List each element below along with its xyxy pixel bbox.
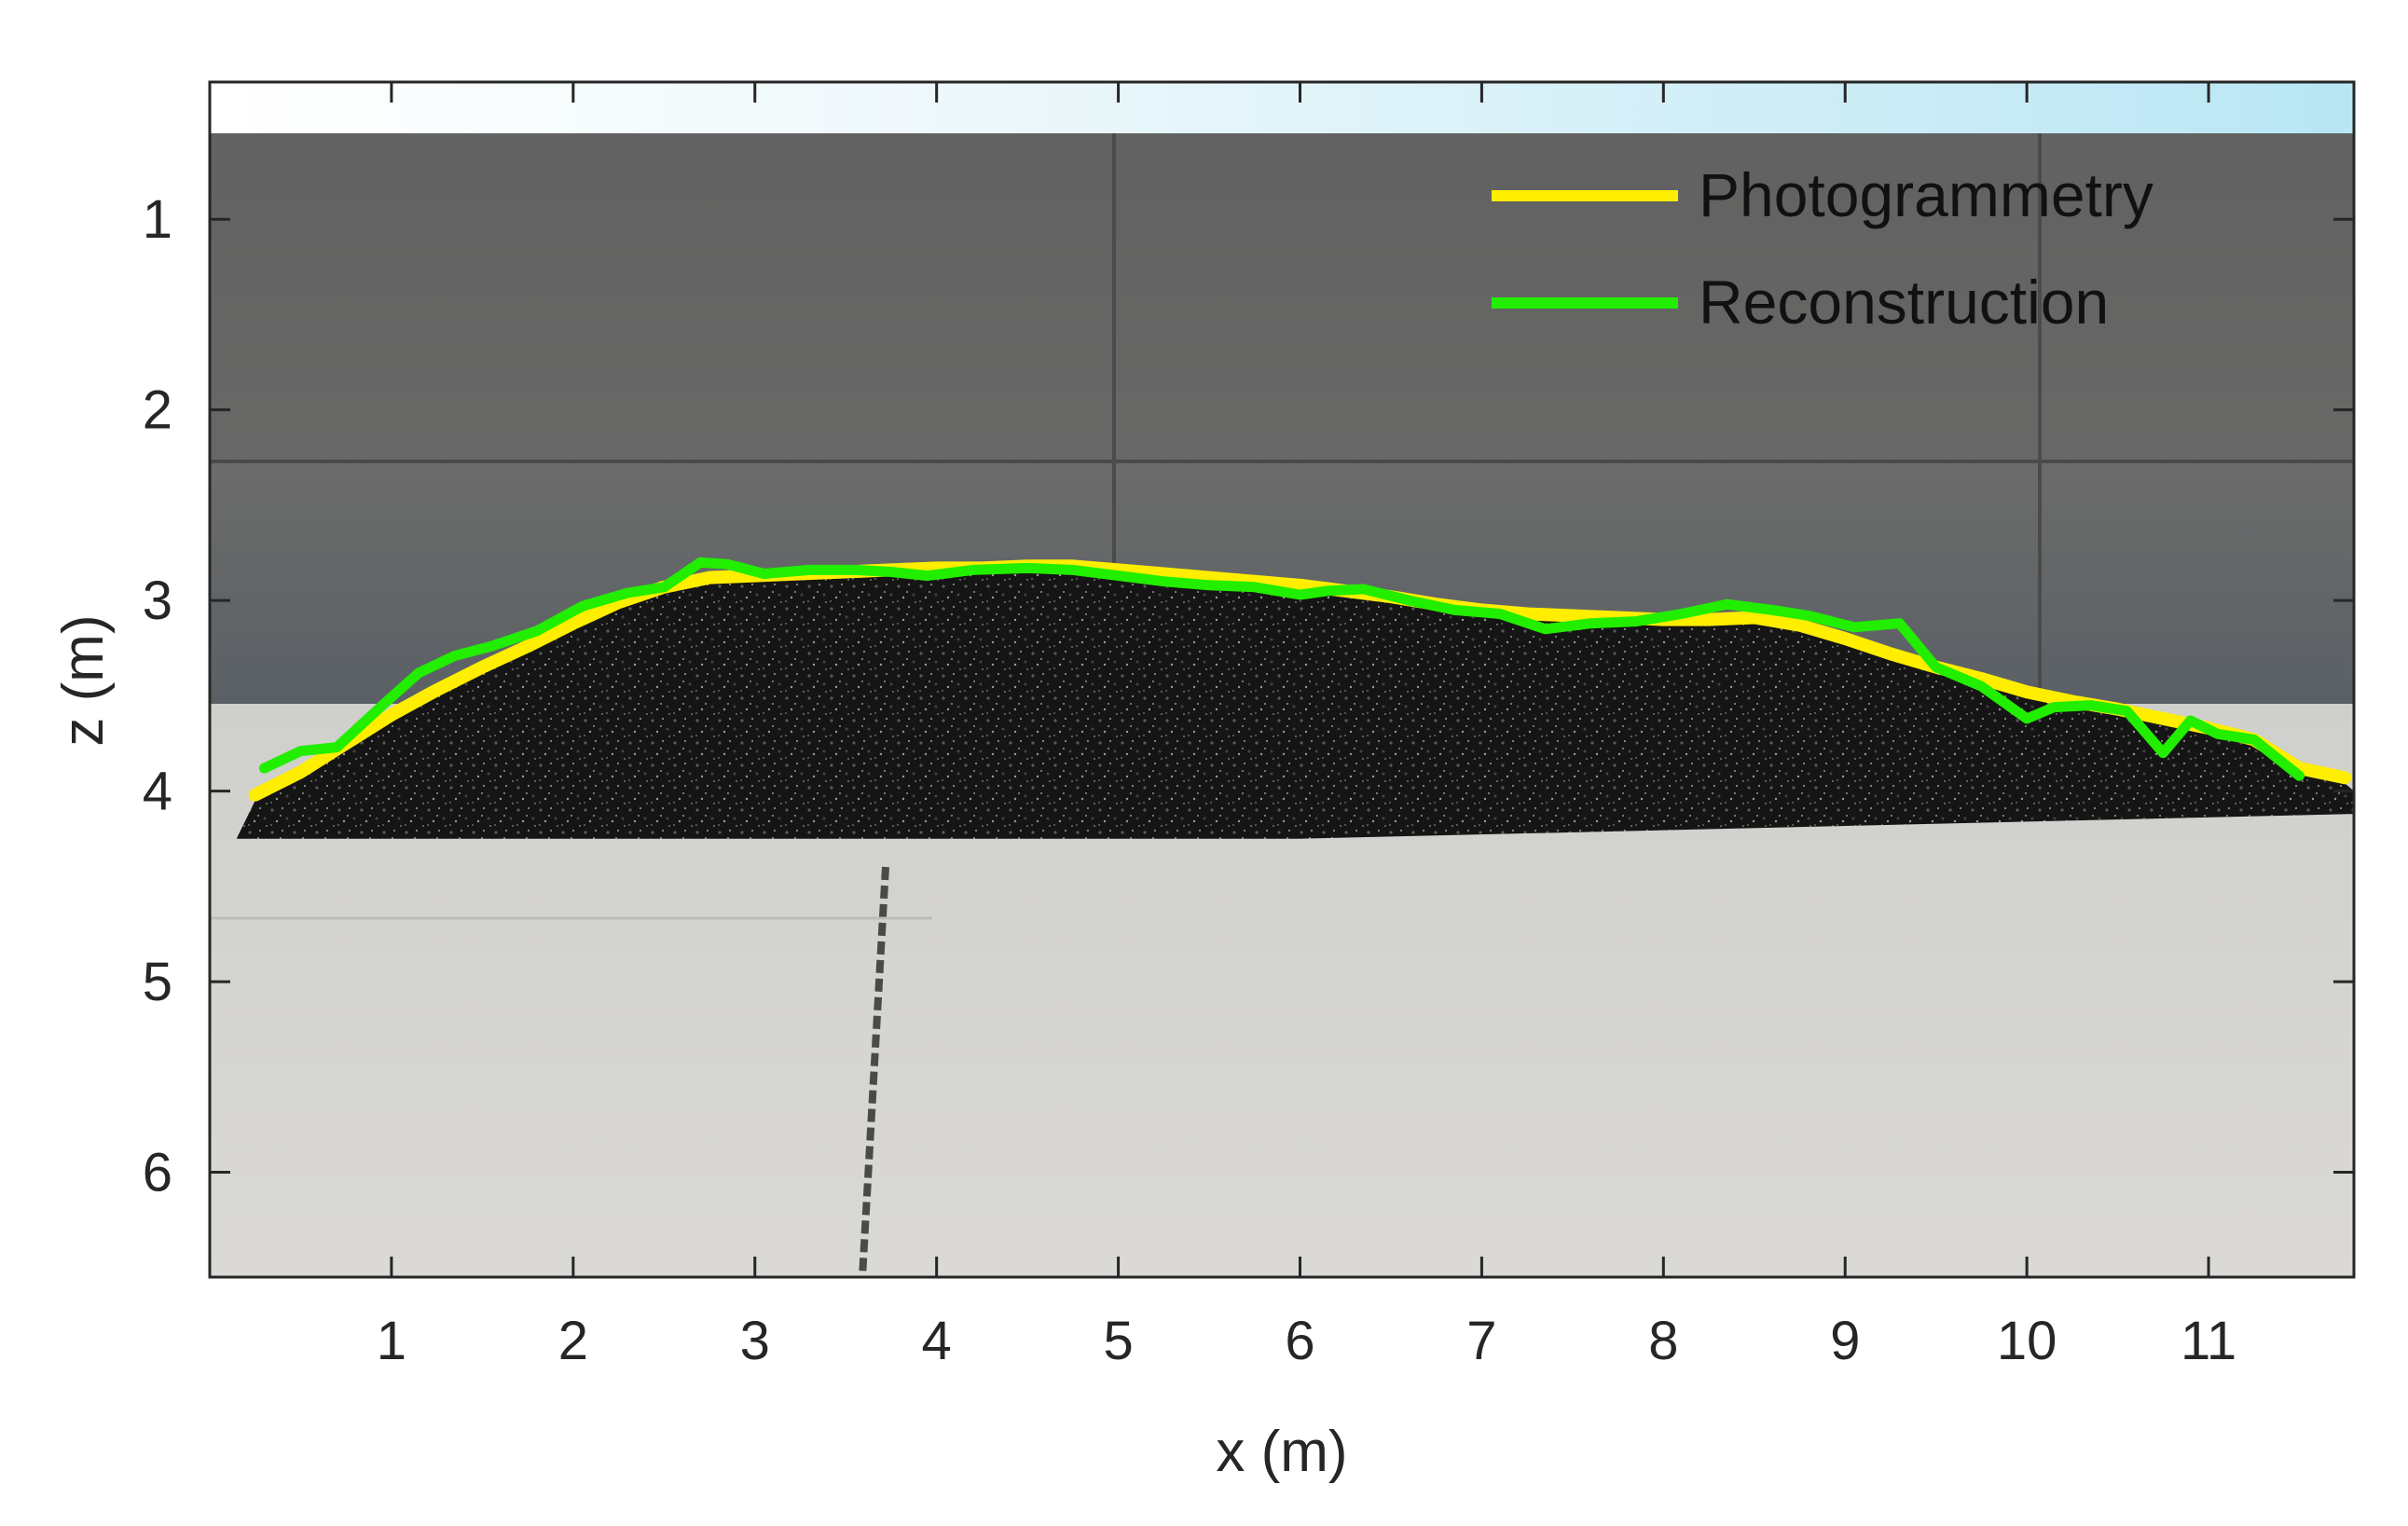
series-line-reconstruction (259, 557, 2305, 781)
sky (210, 82, 2354, 133)
x-tick-label: 11 (2181, 1311, 2236, 1371)
y-tick-label: 6 (143, 1143, 172, 1203)
series-line-photogrammetry (248, 559, 2352, 802)
legend-label-photogrammetry: Photogrammetry (1699, 160, 2153, 229)
x-tick-label: 6 (1285, 1311, 1314, 1371)
y-tick-label: 3 (143, 571, 172, 631)
wall-upper-band (210, 133, 2354, 460)
y-tick-label: 4 (143, 762, 172, 822)
legend: Photogrammetry Reconstruction (1492, 160, 2153, 337)
x-tick-label: 10 (1997, 1311, 2057, 1371)
x-tick-label: 7 (1466, 1311, 1496, 1371)
photo-background (210, 82, 2354, 1277)
x-tick-label: 2 (558, 1311, 588, 1371)
y-tick-label: 2 (143, 380, 172, 441)
y-tick-label: 1 (143, 189, 172, 250)
y-tick-label: 5 (143, 952, 172, 1012)
y-axis-label: z (m) (51, 614, 116, 746)
x-tick-label: 9 (1830, 1311, 1860, 1371)
x-tick-label: 5 (1103, 1311, 1133, 1371)
x-tick-label: 4 (922, 1311, 952, 1371)
x-tick-label: 3 (740, 1311, 770, 1371)
plot-frame (208, 80, 2356, 1279)
x-tick-label: 1 (377, 1311, 406, 1371)
legend-label-reconstruction: Reconstruction (1699, 268, 2109, 337)
x-tick-label: 8 (1648, 1311, 1678, 1371)
ground-crack (859, 866, 889, 1277)
x-axis-label: x (m) (1216, 1420, 1347, 1484)
series-layer (248, 557, 2352, 802)
